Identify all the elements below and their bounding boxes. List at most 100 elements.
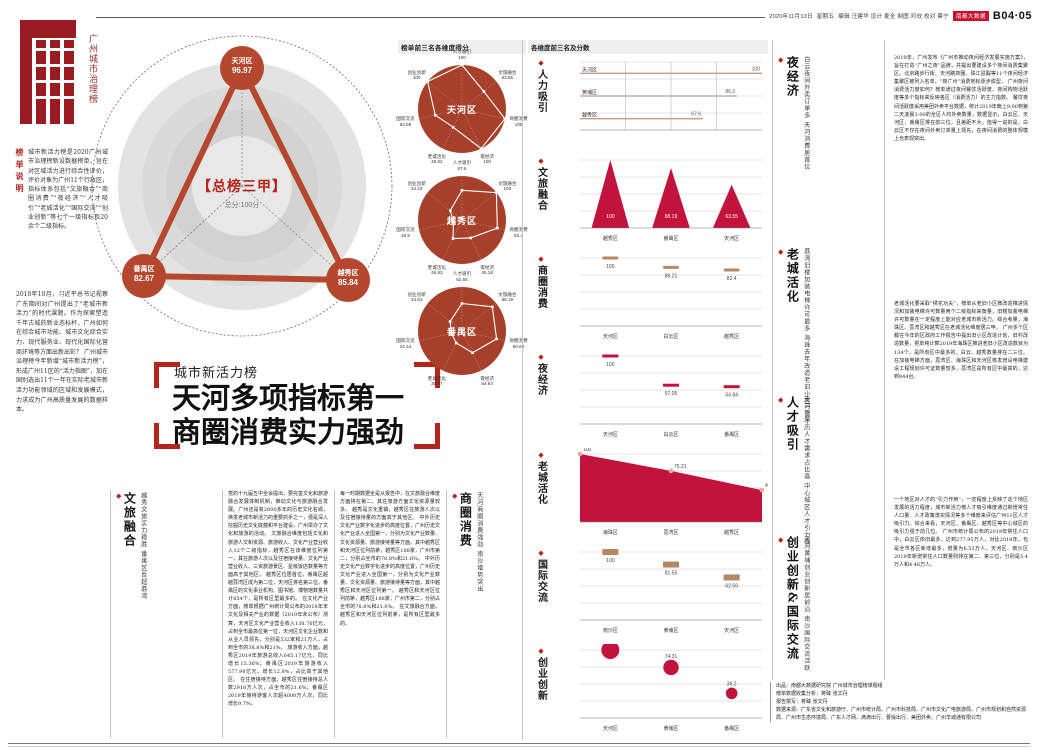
chart-startup-label: ◆ 创业创新 <box>528 644 554 740</box>
diamond-icon: ◆ <box>538 452 544 459</box>
radar-axis-label: 夜经济 54.84 <box>467 376 507 387</box>
radar-chart-tianhe-label: 天河区 <box>446 106 477 116</box>
bar-value: 67.6 <box>691 112 701 118</box>
bracket-bottom-left-icon <box>154 422 180 449</box>
radar-axis-value: 100 <box>412 75 421 81</box>
headline-block: 城市新活力榜 天河多项指标第一 商圈消费实力强劲 <box>150 362 440 449</box>
point-value: 100 <box>606 558 615 564</box>
radar-chart-column: 榜单前三名各维度得分 天河区 人才吸引 100 文旅融合 63.55 商圈消费 100 夜经… <box>396 40 528 387</box>
radar-axis-value: 54.84 <box>481 381 493 387</box>
triangle-center-title: 【总榜三甲】 <box>197 179 287 195</box>
chart-old-city: ◆ 老城活化 100 75.21 46.93 海珠区 荔湾区 越秀区 <box>528 447 778 544</box>
metric-charts-column: 各维度前三名及分数 ◆ 人力吸引 100 天河区 86.3 黄埔区 67.6 越秀区 ◆ … <box>528 40 778 740</box>
chart-intl-title: 国际交流 <box>535 559 547 603</box>
headline-line-1: 天河多项指标第一 <box>172 381 405 415</box>
triangle-node-3-score: 85.84 <box>337 278 359 288</box>
radar-axis-name: 文旅融合 <box>498 291 517 297</box>
section-subtitle-startup-intl: 天河黄埔创业创新居前沿 南沙国际交流活跃 <box>802 536 810 672</box>
radar-axis-label: 国际交流 24.44 <box>385 338 425 349</box>
radar-axis-name: 文旅融合 <box>498 69 517 75</box>
diamond-icon: ◆ <box>538 256 544 263</box>
section-title-culture-tourism: 文旅融合 <box>122 492 137 548</box>
category-label: 南沙区 <box>603 627 618 634</box>
intro-block: 榜单说明 城市新活力榜是2020广州城市治理榜新设数据榜单，旨在对区域活力进行综… <box>15 148 108 232</box>
column-divider <box>446 490 447 738</box>
chart-international: ◆ 国际交流 100 81.55 62.59 南沙区 黄埔区 天河区 <box>528 546 768 642</box>
chart-talent-title: 人力吸引 <box>535 69 547 113</box>
radar-axis-label: 老城活化 30.37 <box>417 376 457 387</box>
category-label: 海珠区 <box>603 529 618 536</box>
radar-axis-value: 46.02 <box>431 159 443 165</box>
header-page-number: B04·05 <box>992 10 1032 22</box>
point-value: 86.21 <box>665 273 678 279</box>
category-label: 天河区 <box>724 235 739 242</box>
radar-axis-label: 文旅融合 88.19 <box>487 292 527 303</box>
section-title-talent: 人才吸引 <box>785 396 800 452</box>
radar-axis-name: 老城活化 <box>427 264 447 270</box>
radar-axis-value: 80.64 <box>512 343 525 349</box>
triangle-node-2-score: 82.67 <box>133 274 155 284</box>
bar-category: 越秀区 <box>582 112 597 119</box>
radar-axis-label: 国际交流 19.9 <box>385 227 425 238</box>
section-subtitle-talent: 天河高学历人才需求占比高 中心城区人才引力强 <box>802 396 810 546</box>
radar-chart-panyu: 番禺区 人才吸引 62.55 文旅融合 88.19 商圈消费 80.64 夜经济 54.84 老… <box>396 271 527 387</box>
triangle-node-3: 越秀区 85.84 <box>318 270 378 287</box>
column-divider <box>884 40 885 680</box>
triangle-node-1: 天河区 96.97 <box>212 58 272 75</box>
triangle-node-1-name: 天河区 <box>231 58 253 65</box>
chart-business-title: 商圈消费 <box>535 265 547 309</box>
plot-svg: 100 86.21 82.4 天河区 白云区 越秀区 <box>580 256 762 340</box>
radar-axis-value: 100 <box>483 159 491 165</box>
radar-axis-value: 45.18 <box>481 270 493 276</box>
radar-axis-name: 人才吸引 <box>452 49 472 54</box>
chart-intl-plot: 100 81.55 62.59 南沙区 黄埔区 天河区 <box>554 546 768 642</box>
radar-axis-name: 国际交流 <box>396 116 415 122</box>
radar-axis-label: 创业创新 34.53 <box>397 292 437 303</box>
point-value: 100 <box>606 264 615 270</box>
point-value: 57.05 <box>665 391 678 397</box>
radar-axis-value: 34.19 <box>410 186 423 192</box>
radar-axis-value: 62.55 <box>456 276 468 282</box>
masthead-logo-icon <box>20 20 76 124</box>
chart-oldcity-title: 老城活化 <box>535 461 547 505</box>
section-subtitle-old-city: 荔湾旧楼加装电梯许可最多 海珠去年改造老旧小区184个 <box>802 248 810 427</box>
source-line-2: 榜单数据收集分析：蒋臻 张文丹 <box>776 691 848 697</box>
source-line-3: 报告撰写：蒋臻 张文丹 <box>776 699 828 705</box>
header-credits: 编辑 汪建华 设计 麦全 制图 邓欣 校对 蔡宁 <box>838 14 949 20</box>
chart-business-plot: 100 86.21 82.4 天河区 白云区 越秀区 <box>554 252 768 348</box>
triangle-node-1-score: 96.97 <box>231 66 253 76</box>
column-divider <box>522 40 523 740</box>
bar-category: 黄埔区 <box>582 89 597 96</box>
section-title-startup-intl: 创业创新&国际交流 <box>785 536 800 661</box>
point-value: 62.59 <box>725 583 738 589</box>
radar-axis-value: 100 <box>514 121 523 127</box>
article-old-city: 老城活化要采取“绣花功夫”，榜单从老旧小区微改造推进情况和加装电梯许可数量两个二… <box>894 301 1028 380</box>
chart-culture-plot: 100 88.19 63.55 越秀区 番禺区 天河区 <box>554 154 768 250</box>
diamond-icon: ◆ <box>452 493 458 500</box>
radar-axis-name: 夜经济 <box>480 264 495 270</box>
point-value: 75.21 <box>674 464 687 470</box>
chart-night-label: ◆ 夜经济 <box>528 350 554 446</box>
column-divider <box>334 490 335 738</box>
diamond-icon: ◆ <box>778 537 784 544</box>
radar-axis-value: 100 <box>503 186 512 192</box>
column-divider <box>772 40 773 680</box>
radar-axis-label: 创业创新 34.19 <box>397 181 437 192</box>
radar-axis-name: 创业创新 <box>407 291 426 297</box>
bar-value: 86.3 <box>725 89 735 95</box>
metric-section-title: 各维度前三名及分数 <box>528 40 768 54</box>
category-label: 越秀区 <box>724 333 739 340</box>
header-weekday: 星期五 <box>816 14 835 20</box>
radar-axis-label: 商圈消费 80.64 <box>499 338 539 349</box>
diamond-icon: ◆ <box>538 648 544 655</box>
radar-axis-value: 100 <box>458 54 466 60</box>
chart-culture-tourism: ◆ 文旅融合 100 88.19 63.55 越秀区 番禺区 天河区 <box>528 154 768 250</box>
radar-axis-label: 人才吸引 100 <box>442 49 482 60</box>
section-subtitle-night-economy: 白云夜间外卖订单多 天河消费居首位 <box>802 56 810 171</box>
radar-axis-label: 国际交流 62.59 <box>385 116 425 127</box>
article-talent: 一个地区对人才的“引力作用”，一定程度上反映了这个地区发展的活力程度，城市新活力… <box>894 497 1028 568</box>
section-subtitle-business: 天河商圈消费强劲 南沙增势突出 <box>475 492 483 593</box>
triangle-chart-svg <box>91 35 393 337</box>
